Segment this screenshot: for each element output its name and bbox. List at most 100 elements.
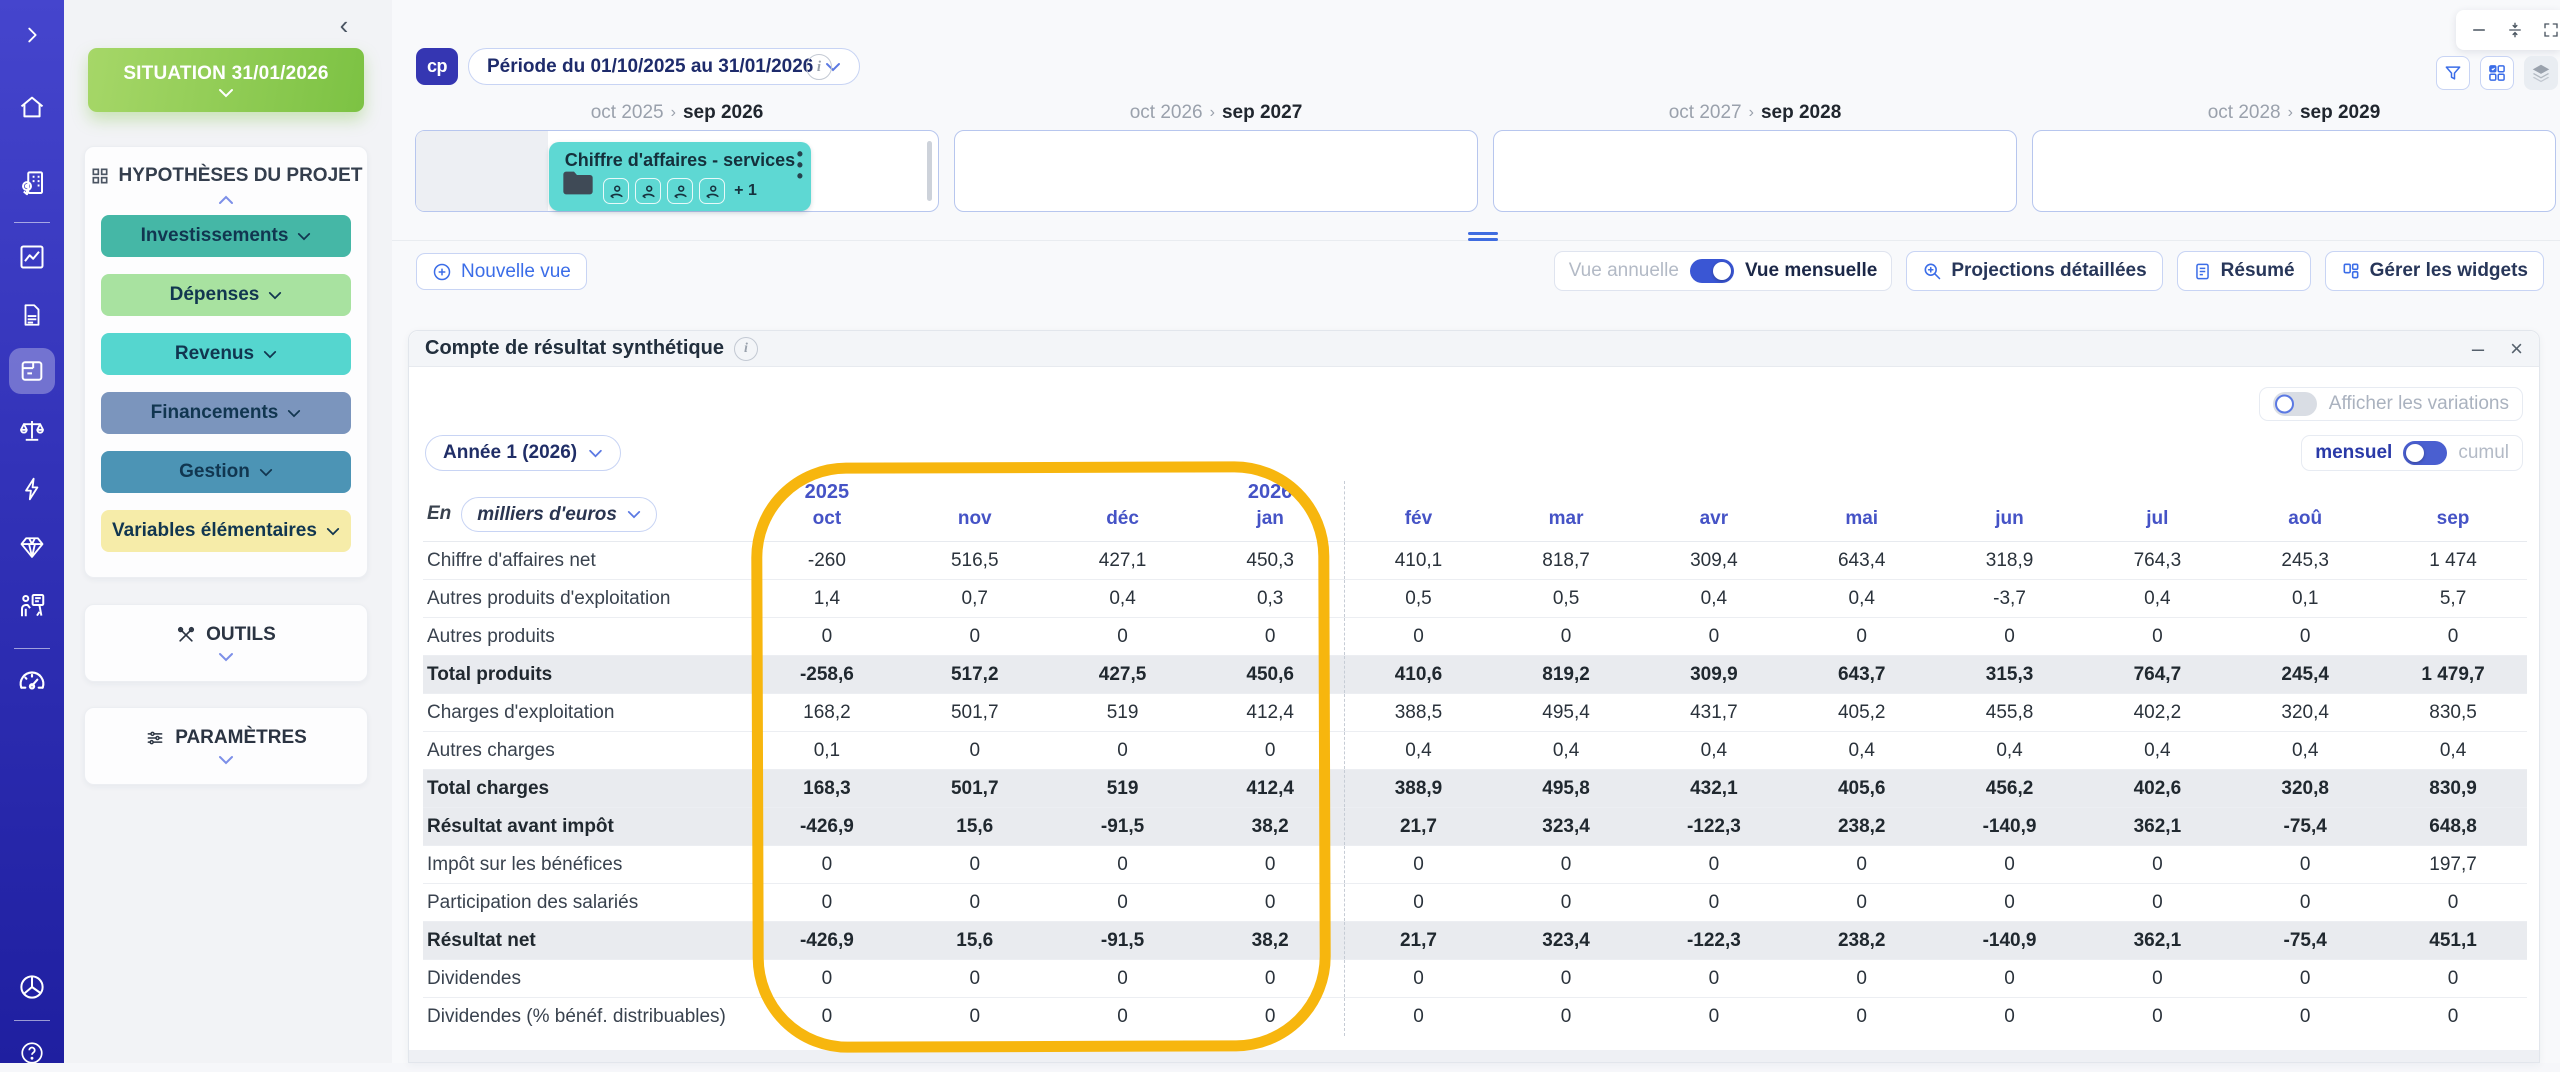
table-cell: 450,6 [1196,655,1345,694]
outils-card[interactable]: OUTILS [84,604,368,682]
help-icon[interactable] [13,1034,51,1072]
unit-prefix: En [427,503,452,524]
table-cell: 517,2 [900,655,1049,694]
scales-icon[interactable] [13,412,51,450]
manage-widgets-button[interactable]: Gérer les widgets [2324,251,2544,291]
view-mode-toggle[interactable] [1689,259,1734,283]
month-column-header: nov [900,481,1049,542]
training-presentation-icon[interactable] [13,586,51,624]
table-cell: 0,4 [1639,731,1788,770]
hypotheses-card: HYPOTHÈSES DU PROJET Investissements Dépe… [84,146,368,578]
filter-button[interactable] [2436,56,2470,90]
fullscreen-icon[interactable] [2542,20,2560,40]
table-cell: 0 [2083,617,2232,656]
collaborator-avatar[interactable] [635,178,662,204]
hypothesis-button-4[interactable]: Gestion [101,451,351,493]
table-cell: 0,3 [1196,579,1345,618]
chevron-down-icon [269,291,282,299]
period-selector[interactable]: Période du 01/10/2025 au 31/01/2026 [468,48,861,85]
table-cell: 0 [1787,845,1936,884]
table-cell: 1 474 [2429,549,2477,571]
hypotheses-header[interactable]: HYPOTHÈSES DU PROJET [85,147,367,187]
hypothesis-button-2[interactable]: Revenus [101,333,351,375]
collaborator-avatar[interactable] [699,178,726,204]
company-location-icon[interactable] [13,164,51,202]
hypothesis-label: Revenus [174,343,255,364]
table-cell: -3,7 [1935,579,2084,618]
table-cell: 0 [753,617,901,656]
month-column-header: déc [1048,481,1197,542]
timeline-lane-year1[interactable]: Chiffre d'affaires - services • • • + 1 [415,130,939,212]
parametres-card[interactable]: PARAMÈTRES [84,707,368,785]
diamond-icon[interactable] [13,528,51,566]
home-icon[interactable] [13,88,51,126]
minimize-icon[interactable] [2470,20,2488,40]
revenue-card[interactable]: Chiffre d'affaires - services • • • + 1 [549,142,811,211]
fit-height-icon[interactable] [2506,20,2524,40]
situation-button[interactable]: SITUATION 31/01/2026 [88,48,364,112]
widget-minimize-icon[interactable]: – [2471,335,2485,361]
timeline-lane-year2[interactable] [954,130,1478,212]
table-cell: 0 [1048,845,1197,884]
gauge-icon[interactable] [13,662,51,700]
table-row: Total produits -258,6 517,2 427,5 450,6 410,6… [423,655,2527,694]
resume-label: Résumé [2220,260,2295,281]
timeline-lane-year4[interactable] [2032,130,2556,212]
period-info-icon[interactable]: i [806,54,832,80]
table-cell: -258,6 [753,655,901,694]
table-cell: 0 [2379,617,2527,656]
hypothesis-label: Investissements [140,225,289,246]
hypothesis-button-1[interactable]: Dépenses [101,274,351,316]
collapse-panel-icon[interactable]: ‹ [339,10,349,40]
table-cell: 519 [1048,769,1197,808]
lane-scrollbar[interactable] [927,141,932,201]
table-row: Impôt sur les bénéfices 0 0 0 0 0 0 0 0 0 0 0 197,7 [423,845,2527,884]
new-view-button[interactable]: Nouvelle vue [416,253,587,290]
mensuel-cumul-toggle[interactable] [2403,441,2448,465]
mensuel-label[interactable]: mensuel [2315,442,2393,463]
table-cell: 0 [1344,845,1493,884]
hypothesis-button-0[interactable]: Investissements [101,215,351,257]
table-cell: 309,9 [1639,655,1788,694]
more-collaborators-badge[interactable]: + 1 [734,182,757,199]
resume-button[interactable]: Résumé [2176,251,2311,291]
table-cell: 388,5 [1344,693,1493,732]
unit-selector[interactable]: milliers d'euros [461,497,657,532]
widget-info-icon[interactable]: i [733,336,758,361]
table-cell: -91,5 [1048,921,1197,960]
row-label: Autres produits [423,617,753,656]
kebab-menu-icon[interactable]: • • • [796,144,803,187]
annual-view-label[interactable]: Vue annuelle [1568,260,1679,281]
timeline-lane-year3[interactable] [1493,130,2017,212]
line-chart-icon[interactable] [13,238,51,276]
cumul-label[interactable]: cumul [2458,442,2509,463]
lightning-icon[interactable] [13,470,51,508]
resize-handle[interactable] [1468,232,1498,244]
variations-toggle[interactable] [2272,392,2317,416]
table-cell: 405,2 [1787,693,1936,732]
collaborator-avatar[interactable] [603,178,630,204]
hypothesis-button-3[interactable]: Financements [101,392,351,434]
table-cell: 245,4 [2231,655,2380,694]
table-cell: -140,9 [1935,921,2084,960]
detailed-projections-button[interactable]: Projections détaillées [1906,251,2163,291]
monthly-view-label[interactable]: Vue mensuelle [1744,260,1878,281]
month-column-header: mai [1787,481,1936,542]
window-controls [2456,10,2560,50]
table-cell: 0 [1344,617,1493,656]
widget-close-icon[interactable]: × [2510,335,2523,361]
widgets-selector-button[interactable] [2480,56,2514,90]
table-cell: 362,1 [2083,921,2232,960]
budget-ledger-icon[interactable] [9,348,55,394]
pie-chart-icon[interactable] [13,968,51,1006]
table-cell: 320,8 [2231,769,2380,808]
table-cell: 0 [1492,617,1640,656]
expand-sidebar-icon[interactable] [13,16,51,54]
document-icon[interactable] [13,296,51,334]
collapse-section-icon[interactable] [85,187,367,215]
hypothesis-button-5[interactable]: Variables élémentaires [101,510,351,552]
year-selector[interactable]: Année 1 (2026) [425,435,622,471]
layers-button[interactable] [2524,56,2558,90]
variations-label[interactable]: Afficher les variations [2328,393,2509,414]
collaborator-avatar[interactable] [667,178,694,204]
